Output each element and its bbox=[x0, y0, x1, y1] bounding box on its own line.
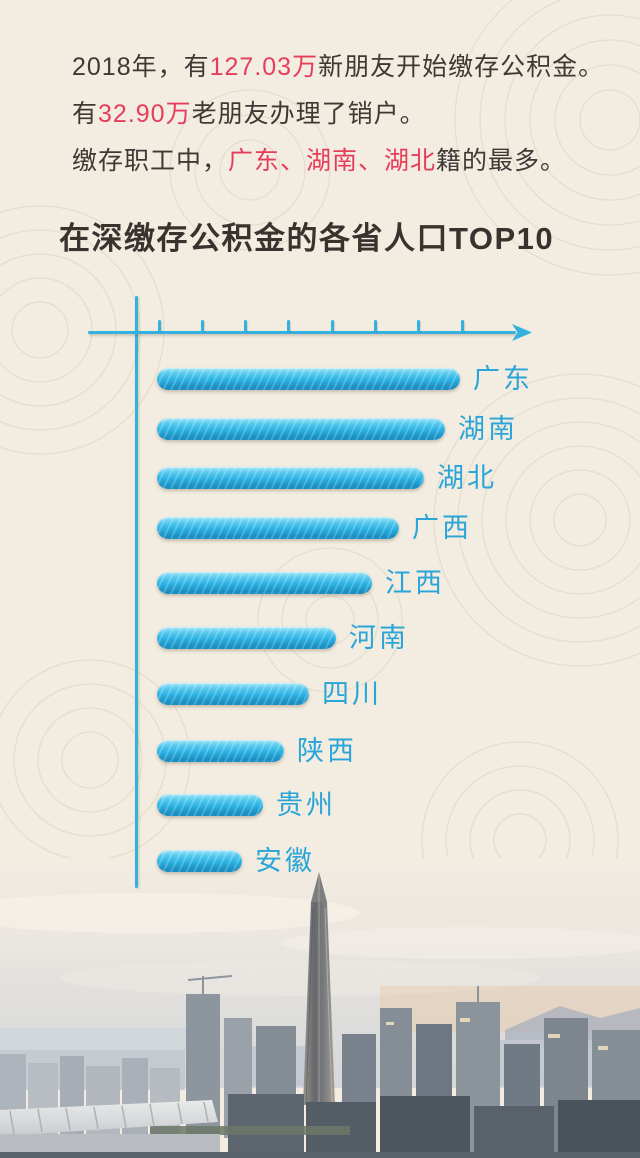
bar-label-8: 陕西 bbox=[297, 736, 357, 766]
intro-line-3: 缴存职工中，广东、湖南、湖北籍的最多。 bbox=[72, 147, 567, 175]
bar-label-1: 广东 bbox=[473, 364, 533, 394]
axis-tick bbox=[244, 320, 248, 332]
axis-tick bbox=[417, 320, 421, 332]
axis-arrow-icon bbox=[512, 324, 532, 341]
bar-3 bbox=[157, 467, 424, 489]
bar-label-10: 安徽 bbox=[255, 846, 315, 876]
bar-8 bbox=[157, 740, 284, 762]
city-skyline-photo bbox=[0, 858, 640, 1158]
bar-label-2: 湖南 bbox=[458, 414, 518, 444]
intro-line-2: 有32.90万老朋友办理了销户。 bbox=[72, 100, 426, 128]
page-title: 在深缴存公积金的各省人口TOP10 bbox=[59, 221, 555, 256]
bar-10 bbox=[157, 850, 242, 872]
intro-line-1: 2018年，有127.03万新朋友开始缴存公积金。 bbox=[72, 53, 605, 81]
bar-label-5: 江西 bbox=[385, 568, 445, 598]
axis-tick bbox=[374, 320, 377, 332]
intro-text: 2018年，有127.03万新朋友开始缴存公积金。 有32.90万老朋友办理了销… bbox=[72, 44, 604, 185]
highlight-new-members: 127.03万 bbox=[209, 53, 319, 81]
highlight-top-provinces: 广东、湖南、湖北 bbox=[228, 147, 437, 175]
bar-label-4: 广西 bbox=[412, 513, 472, 543]
axis-tick bbox=[330, 320, 334, 332]
axis-tick bbox=[157, 320, 161, 332]
bar-7 bbox=[157, 683, 309, 705]
bar-9 bbox=[157, 794, 263, 816]
bar-1 bbox=[157, 368, 460, 390]
bar-label-9: 贵州 bbox=[276, 790, 336, 820]
chart-x-axis bbox=[88, 331, 516, 334]
bar-6 bbox=[157, 627, 336, 649]
axis-tick bbox=[460, 320, 464, 332]
bar-label-6: 河南 bbox=[349, 623, 409, 653]
axis-tick bbox=[200, 320, 204, 332]
bar-label-3: 湖北 bbox=[437, 463, 497, 493]
chart-y-axis bbox=[135, 296, 138, 888]
axis-tick bbox=[287, 320, 291, 332]
bar-2 bbox=[157, 418, 445, 440]
highlight-closed-accounts: 32.90万 bbox=[98, 100, 192, 128]
bar-5 bbox=[157, 572, 372, 594]
bar-label-7: 四川 bbox=[322, 679, 382, 709]
bar-4 bbox=[157, 517, 399, 539]
